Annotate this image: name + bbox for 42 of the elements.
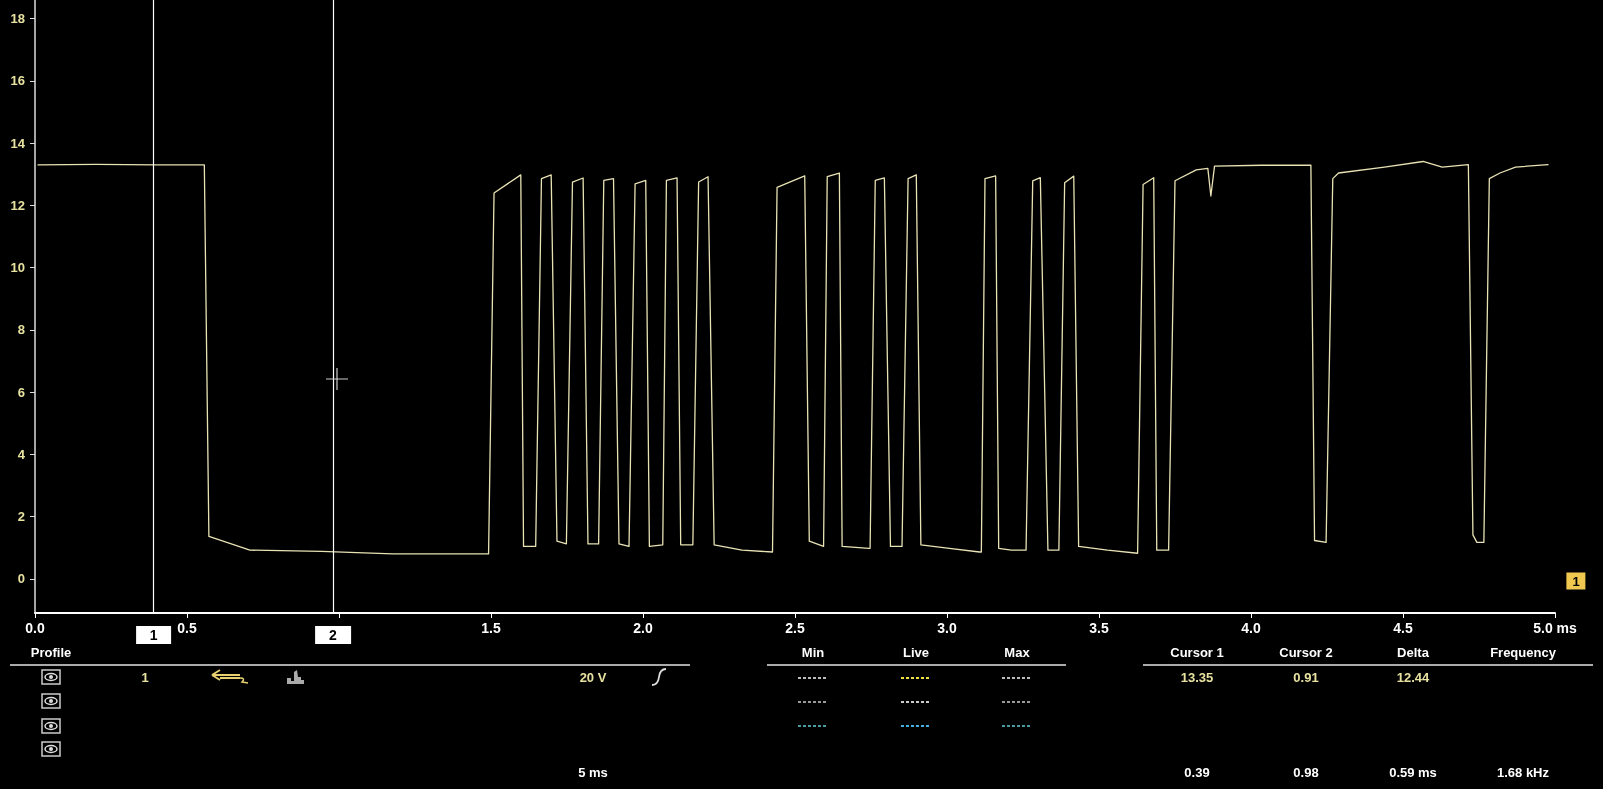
y-tick-label: 10: [10, 260, 25, 276]
y-tick-label: 12: [10, 197, 25, 213]
text: Frequency: [1490, 644, 1556, 660]
text: 1: [1566, 572, 1586, 590]
y-tick-label: 0: [17, 571, 25, 587]
x-tick-label: 2.0: [633, 620, 653, 636]
text: Profile: [30, 644, 72, 660]
y-tick-label: 8: [17, 322, 25, 338]
y-tick-label: 18: [10, 11, 25, 27]
text: Max: [1004, 644, 1030, 660]
text: 0.91: [1293, 669, 1319, 685]
text: Cursor 2: [1279, 644, 1333, 660]
x-tick-label: 0.5: [177, 620, 197, 636]
x-tick-label: 0.0: [25, 620, 45, 636]
y-tick-label: 2: [17, 509, 25, 525]
annotation: 1: [135, 626, 172, 644]
text: 20 V: [579, 669, 607, 685]
x-tick-label: 4.0: [1241, 620, 1261, 636]
y-tick-label: 6: [17, 384, 25, 400]
annotation: 2: [315, 626, 351, 644]
y-tick-label: 16: [10, 73, 25, 89]
text: Live: [902, 644, 930, 660]
line-series: [37, 160, 1549, 555]
y-tick-label: 14: [10, 135, 26, 151]
text: 0.39: [1184, 764, 1210, 780]
text: Cursor 1: [1170, 644, 1224, 660]
text: Min: [801, 644, 825, 660]
text: 5 ms: [578, 764, 608, 780]
x-tick-label: 5.0 ms: [1533, 620, 1577, 636]
text: Delta: [1397, 644, 1429, 660]
text: 12.44: [1396, 669, 1430, 685]
text: 1: [141, 669, 149, 685]
y-tick-label: 4: [17, 446, 26, 462]
text: 1.68 kHz: [1496, 764, 1550, 780]
x-tick-label: 4.5: [1393, 620, 1413, 636]
x-tick-label: 1.5: [481, 620, 501, 636]
x-tick-label: 3.0: [937, 620, 957, 636]
x-tick-label: 2.5: [785, 620, 805, 636]
text: 0.59 ms: [1389, 764, 1437, 780]
x-tick-label: 3.5: [1089, 620, 1109, 636]
text: 13.35: [1180, 669, 1214, 685]
text: 0.98: [1293, 764, 1319, 780]
